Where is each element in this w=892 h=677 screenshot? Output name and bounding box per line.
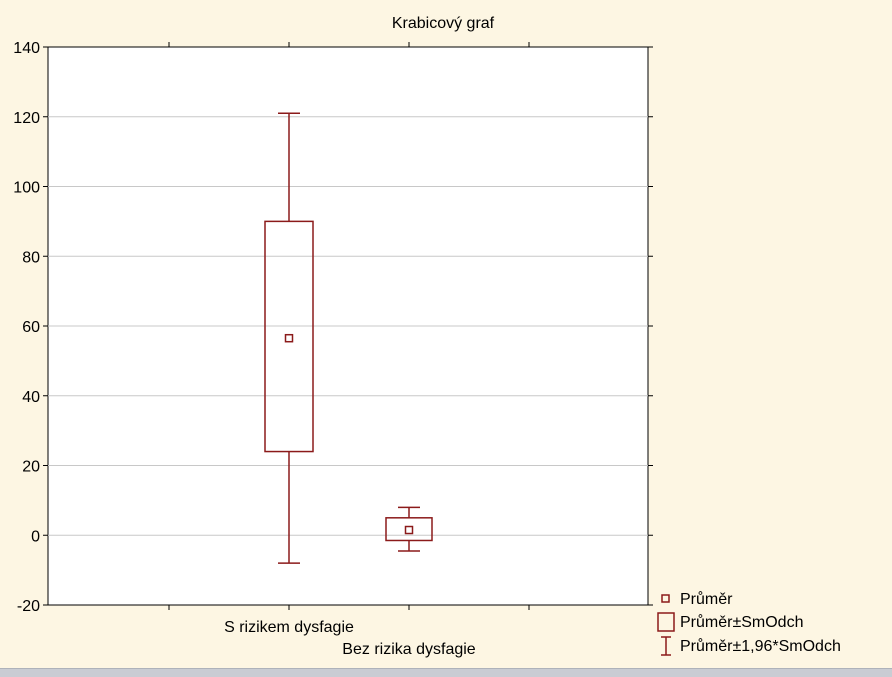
y-tick-label: -20 xyxy=(17,598,40,615)
y-tick-label: 100 xyxy=(13,180,40,197)
taskbar-strip xyxy=(0,668,892,677)
y-axis: -20 0 20 40 60 80 100 120 140 xyxy=(13,40,653,615)
legend-mean-swatch xyxy=(661,594,670,603)
x-category-label: S rizikem dysfagie xyxy=(224,619,354,636)
mean-marker xyxy=(284,333,294,343)
x-axis: S rizikem dysfagie Bez rizika dysfagie xyxy=(168,42,530,658)
legend-label-ci: Průměr±1,96*SmOdch xyxy=(680,637,841,655)
y-tick-label: 20 xyxy=(22,459,40,476)
y-tick-label: 60 xyxy=(22,319,40,336)
legend-label-mean: Průměr xyxy=(680,590,733,608)
sd-box xyxy=(264,220,314,453)
legend: Průměr Průměr±SmOdch Průměr±1,96*SmOdch xyxy=(657,590,841,656)
y-tick-label: 40 xyxy=(22,389,40,406)
mean-marker xyxy=(404,525,414,535)
box-marks xyxy=(264,112,433,564)
legend-label-sd: Průměr±SmOdch xyxy=(680,613,803,631)
legend-sd-swatch xyxy=(657,612,675,632)
x-category-label: Bez rizika dysfagie xyxy=(342,641,475,658)
grid-lines xyxy=(48,116,648,536)
y-tick-label: 80 xyxy=(22,249,40,266)
y-tick-label: 120 xyxy=(13,110,40,127)
y-tick-label: 140 xyxy=(13,40,40,57)
sd-box xyxy=(385,517,433,542)
chart-title: Krabicový graf xyxy=(392,15,495,32)
y-tick-label: 0 xyxy=(31,528,40,545)
